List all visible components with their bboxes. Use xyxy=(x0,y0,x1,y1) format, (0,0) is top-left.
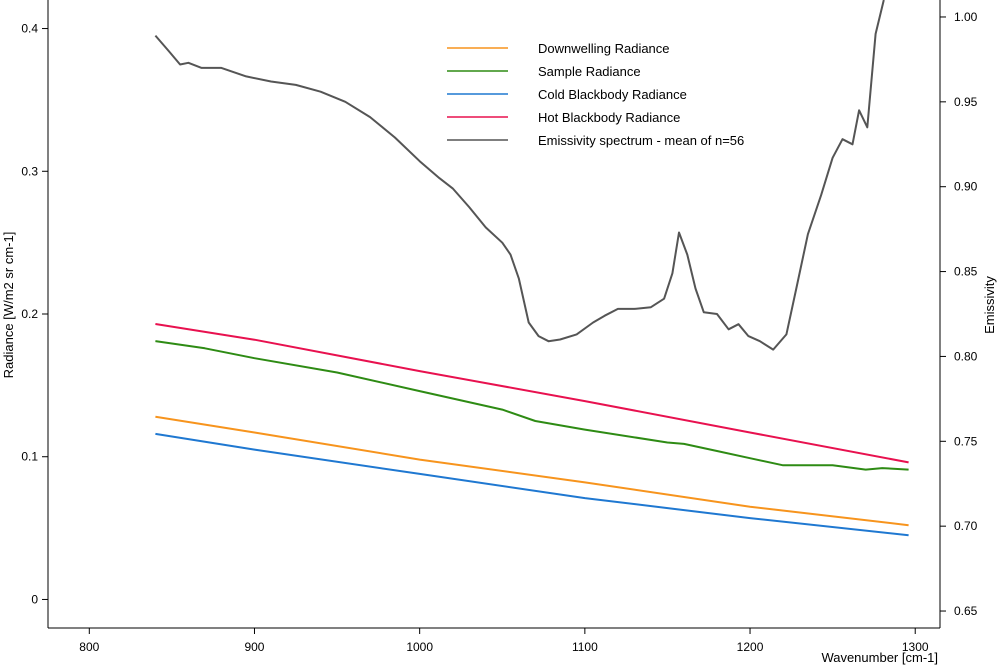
y2-tick-label: 0.90 xyxy=(954,180,978,194)
y-tick-label: 0 xyxy=(31,592,38,606)
x-tick-label: 900 xyxy=(244,640,264,654)
legend-label: Cold Blackbody Radiance xyxy=(538,87,687,102)
y2-axis-ticks: 0.65 0.70 0.75 0.80 0.85 0.90 0.95 1.00 xyxy=(940,10,978,618)
y-tick-label: 0.2 xyxy=(21,307,38,321)
y2-tick-label: 0.70 xyxy=(954,519,978,533)
series-line-downwelling-radiance xyxy=(155,415,909,527)
legend-label: Downwelling Radiance xyxy=(538,41,670,56)
series-lines xyxy=(154,0,909,537)
y2-axis-title: Emissivity xyxy=(982,276,997,334)
x-tick-label: 1300 xyxy=(902,640,929,654)
legend: Downwelling Radiance Sample Radiance Cold … xyxy=(447,41,744,148)
y2-tick-label: 0.85 xyxy=(954,265,978,279)
y-tick-label: 0.1 xyxy=(21,450,38,464)
x-tick-label: 1100 xyxy=(572,640,598,654)
x-tick-label: 1200 xyxy=(737,640,764,654)
y-axis-ticks: 0 0.1 0.2 0.3 0.4 xyxy=(21,22,48,606)
y-axis-title: Radiance [W/m2 sr cm-1] xyxy=(1,232,16,379)
x-axis-title: Wavenumber [cm-1] xyxy=(821,650,938,665)
y-tick-label: 0.4 xyxy=(21,22,38,36)
y2-tick-label: 0.95 xyxy=(954,95,978,109)
legend-label: Emissivity spectrum - mean of n=56 xyxy=(538,133,744,148)
x-tick-label: 800 xyxy=(79,640,99,654)
y2-tick-label: 0.80 xyxy=(954,349,978,363)
legend-label: Sample Radiance xyxy=(538,64,641,79)
x-axis-ticks: 800 900 1000 1100 1200 1300 xyxy=(79,628,929,654)
y-tick-label: 0.3 xyxy=(21,164,38,178)
series-line-emissivity-spectrum-mean-of-n-56 xyxy=(154,0,885,351)
series-line-sample-radiance xyxy=(155,340,909,471)
legend-label: Hot Blackbody Radiance xyxy=(538,110,680,125)
series-line-cold-blackbody-radiance xyxy=(155,432,909,537)
x-tick-label: 1000 xyxy=(406,640,433,654)
series-line-hot-blackbody-radiance xyxy=(155,323,909,464)
y2-tick-label: 0.65 xyxy=(954,604,978,618)
y2-tick-label: 1.00 xyxy=(954,10,978,24)
y2-tick-label: 0.75 xyxy=(954,434,978,448)
